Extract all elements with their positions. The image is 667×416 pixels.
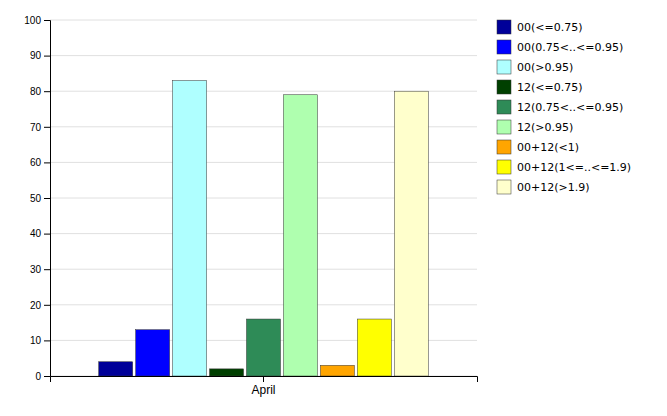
y-tick-mark — [44, 198, 50, 199]
x-axis-line — [51, 377, 478, 383]
legend-label: 12(0.75<..<=0.95) — [517, 101, 623, 114]
y-axis-line — [44, 21, 51, 377]
bar — [99, 362, 133, 376]
y-tick: 0 — [35, 371, 50, 382]
bar — [247, 319, 281, 376]
bars — [99, 81, 429, 376]
bar — [136, 330, 170, 376]
legend-item: 00(>0.95) — [497, 60, 573, 74]
y-tick-label: 60 — [30, 157, 42, 168]
y-tick: 20 — [30, 300, 50, 311]
legend-label: 00+12(<1) — [517, 141, 579, 154]
legend-label: 00(<=0.75) — [517, 21, 583, 34]
legend-swatch — [497, 180, 511, 194]
y-tick-label: 80 — [30, 86, 42, 97]
y-tick-label: 40 — [30, 228, 42, 239]
y-tick-label: 100 — [24, 15, 41, 26]
bar — [210, 369, 244, 376]
legend-label: 12(<=0.75) — [517, 81, 583, 94]
bar — [320, 365, 354, 376]
y-tick: 50 — [30, 193, 50, 204]
y-tick-mark — [44, 56, 50, 57]
legend-item: 00(0.75<..<=0.95) — [497, 40, 623, 54]
y-tick-mark — [44, 91, 50, 92]
plot: 0 10 20 30 40 50 60 70 80 90 100 April — [24, 15, 477, 397]
legend-swatch — [497, 100, 511, 114]
legend-item: 12(0.75<..<=0.95) — [497, 100, 623, 114]
y-tick-mark — [44, 162, 50, 163]
y-tick-label: 10 — [30, 335, 42, 346]
y-tick-label: 70 — [30, 122, 42, 133]
y-tick-mark — [44, 305, 50, 306]
legend: 00(<=0.75) 00(0.75<..<=0.95) 00(>0.95) 12(<… — [497, 20, 631, 194]
grid-line — [50, 20, 477, 21]
y-tick-mark — [44, 340, 50, 341]
y-tick: 10 — [30, 335, 50, 346]
legend-label: 00+12(1<=..<=1.9) — [517, 161, 631, 174]
bar — [283, 95, 317, 376]
y-tick-mark — [44, 376, 50, 377]
y-tick: 100 — [24, 15, 50, 26]
legend-item: 00+12(>1.9) — [497, 180, 590, 194]
bar — [357, 319, 391, 376]
grid — [50, 20, 477, 376]
legend-item: 00+12(1<=..<=1.9) — [497, 160, 631, 174]
y-tick: 80 — [30, 86, 50, 97]
chart: 0102030405060708090100April00(<=0.75)00(… — [0, 0, 667, 416]
y-tick-mark — [44, 269, 50, 270]
y-tick: 90 — [30, 50, 50, 61]
legend-swatch — [497, 140, 511, 154]
bar — [394, 91, 428, 376]
y-tick-label: 20 — [30, 300, 42, 311]
y-tick-mark — [44, 20, 50, 21]
legend-swatch — [497, 60, 511, 74]
legend-label: 00+12(>1.9) — [517, 181, 590, 194]
legend-swatch — [497, 160, 511, 174]
legend-label: 00(0.75<..<=0.95) — [517, 41, 623, 54]
grid-line — [50, 55, 477, 56]
y-tick: 40 — [30, 228, 50, 239]
legend-swatch — [497, 20, 511, 34]
legend-item: 00+12(<1) — [497, 140, 579, 154]
legend-item: 00(<=0.75) — [497, 20, 583, 34]
legend-label: 12(>0.95) — [517, 121, 573, 134]
y-tick: 70 — [30, 122, 50, 133]
y-tick-label: 30 — [30, 264, 42, 275]
legend-item: 12(<=0.75) — [497, 80, 583, 94]
y-tick-label: 50 — [30, 193, 42, 204]
y-tick-mark — [44, 234, 50, 235]
bar — [173, 81, 207, 376]
legend-swatch — [497, 40, 511, 54]
legend-swatch — [497, 120, 511, 134]
x-tick-label: April — [251, 383, 275, 397]
x-axis: April — [51, 376, 478, 397]
y-tick-label: 0 — [35, 371, 41, 382]
y-tick: 30 — [30, 264, 50, 275]
y-tick-label: 90 — [30, 50, 42, 61]
y-tick-mark — [44, 127, 50, 128]
legend-swatch — [497, 80, 511, 94]
x-tick: April — [251, 376, 275, 397]
x-tick-mark — [263, 376, 264, 382]
y-axis: 0 10 20 30 40 50 60 70 80 90 100 — [24, 15, 50, 382]
legend-item: 12(>0.95) — [497, 120, 573, 134]
legend-label: 00(>0.95) — [517, 61, 573, 74]
y-tick: 60 — [30, 157, 50, 168]
